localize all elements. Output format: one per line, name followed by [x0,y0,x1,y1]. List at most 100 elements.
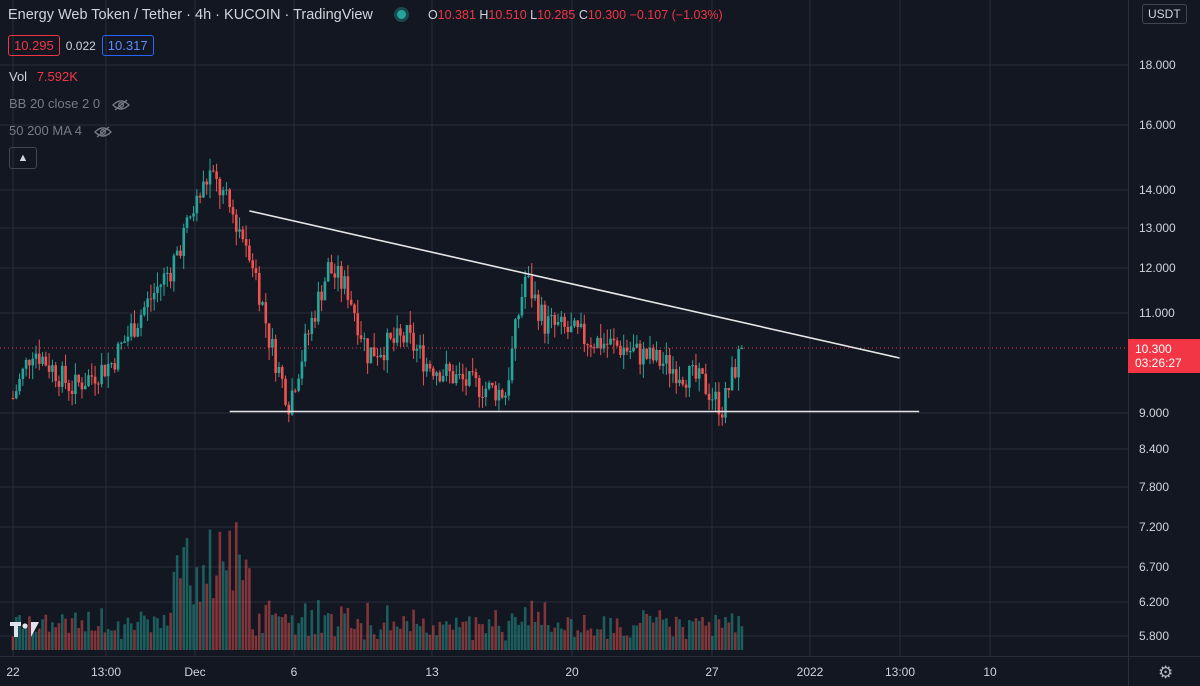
volume-bar [74,612,77,650]
candle-body [392,338,396,343]
candle-body [701,368,704,374]
collapse-legend-button[interactable]: ▲ [9,147,37,169]
volume-bar [323,615,327,650]
volume-bar [681,626,685,650]
candle-body [655,349,658,361]
volume-bar [254,635,258,650]
eye-off-icon[interactable] [111,99,130,111]
candle-body [694,365,698,379]
volume-bar [596,629,599,650]
volume-bar [573,637,576,650]
volume-bar [464,621,468,650]
candle-body [277,366,281,373]
low-key: L [530,8,538,22]
volume-bar [471,640,474,650]
ma-indicator-name: 50 200 MA 4 [9,123,82,138]
candle-body [399,328,402,336]
chart-pane[interactable]: Energy Web Token / Tether · 4h · KUCOIN … [0,0,1128,656]
time-axis[interactable]: 22 13:00 Dec 6 13 20 27 2022 13:00 10 [0,656,1128,686]
sell-price-button[interactable]: 10.295 [8,35,60,56]
price-chart-canvas[interactable] [0,0,1128,656]
candle-body [684,384,688,388]
interval-label[interactable]: 4h [195,7,212,23]
volume-bar [359,623,363,650]
time-tick: 6 [290,665,298,679]
exchange-label: KUCOIN [224,7,281,23]
volume-bar [645,613,648,650]
candle-body [553,314,557,325]
volume-bar [553,627,557,650]
candle-body [412,332,415,351]
volume-bar [120,638,123,650]
candle-body [241,229,245,240]
candle-body [619,345,622,356]
symbol-legend: Energy Web Token / Tether · 4h · KUCOIN … [8,7,723,23]
candle-body [11,398,15,399]
candle-body [487,382,491,389]
candle-body [638,343,642,365]
eye-off-icon[interactable] [93,126,112,138]
volume-bar [533,622,537,650]
ma-indicator-row[interactable]: 50 200 MA 4 [9,123,112,138]
candle-body [244,239,248,246]
candle-body [740,348,744,350]
volume-bar [523,607,527,650]
candle-body [67,382,71,391]
volume-bar [195,567,199,650]
volume-bar [507,620,511,650]
volume-bar [556,622,560,650]
volume-bar [615,618,619,650]
time-tick: 13:00 [90,665,122,679]
volume-bar [605,638,609,650]
volume-bar [126,617,130,650]
candle-body [727,388,731,391]
tradingview-logo[interactable] [10,620,40,640]
high-key: H [479,8,489,22]
volume-bar [415,623,419,650]
candle-body [60,365,64,387]
volume-bar [408,631,412,650]
currency-button[interactable]: USDT [1142,4,1187,24]
bollinger-indicator-row[interactable]: BB 20 close 2 0 [9,96,130,111]
candle-body [681,379,685,385]
candle-body [238,229,241,232]
buy-price-button[interactable]: 10.317 [101,35,154,56]
volume-bar [353,629,356,650]
candle-body [540,304,543,321]
volume-bar [431,625,435,650]
volume-bar [234,522,238,650]
volume-bar [215,575,218,650]
candle-body [717,391,721,415]
price-tick: 5.800 [1139,629,1170,643]
volume-indicator-row[interactable]: Vol 7.592K [9,69,78,84]
volume-bar [612,632,616,650]
volume-bar [386,605,389,650]
candle-body [294,390,297,392]
candle-body [106,364,110,377]
candle-body [408,325,412,333]
symbol-name[interactable]: Energy Web Token / Tether [8,7,183,23]
volume-bar [97,626,100,650]
candle-body [28,359,31,366]
volume-indicator-value: 7.592K [36,69,78,84]
volume-bar [83,631,87,650]
candle-body [349,299,353,305]
volume-bar [448,624,451,650]
volume-bar [54,627,57,650]
volume-bar [484,633,488,650]
candle-body [310,317,314,335]
price-axis[interactable]: 18.000 16.000 14.000 13.000 12.000 11.000 9.00… [1128,0,1200,656]
candle-body [110,363,113,365]
gear-icon[interactable]: ⚙ [1158,663,1174,682]
candle-body [556,321,560,325]
bar-countdown: 03:26:27 [1135,356,1182,370]
candle-body [586,344,589,346]
volume-bar [251,629,254,650]
volume-bar [717,619,721,650]
candle-body [497,389,501,401]
volume-bar [189,585,192,650]
volume-bar [274,613,277,650]
volume-bar [684,638,688,650]
volume-bar [678,619,681,650]
volume-bar [537,611,540,650]
